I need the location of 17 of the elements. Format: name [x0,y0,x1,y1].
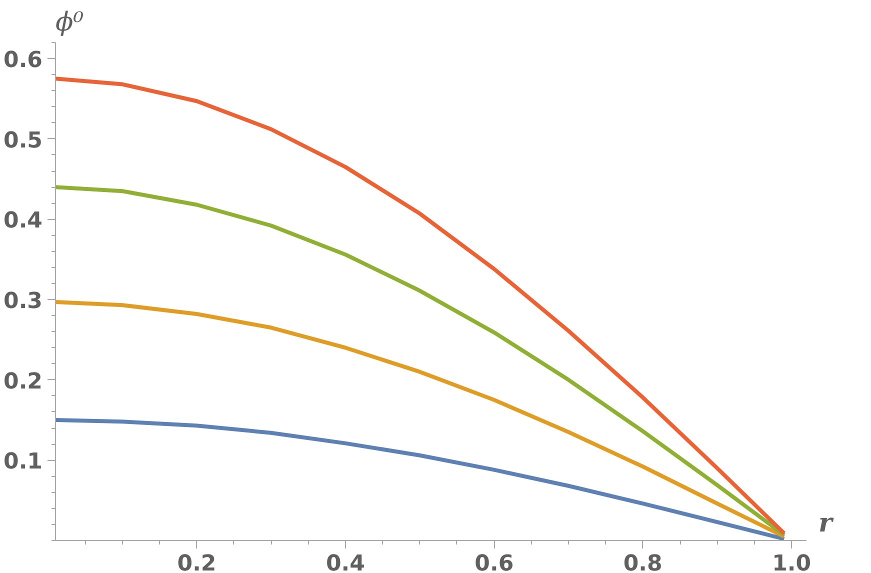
y-tick-label: 0.4 [4,208,43,234]
y-tick-label: 0.1 [4,450,43,475]
x-tick-label: 0.8 [623,552,662,573]
x-tick-label: 0.4 [326,552,365,573]
line-series [56,300,786,538]
y-tick-label: 0.3 [4,289,43,314]
x-tick-label: 0.6 [474,552,514,573]
y-axis-title: ϕ⁰ [56,8,84,38]
line-series [56,185,786,537]
y-tick-label: 0.6 [4,48,43,74]
y-tick-label: 0.2 [4,369,43,394]
x-tick-label: 0.2 [177,552,216,573]
x-tick-label: 1.0 [772,552,812,573]
line-series [56,76,786,536]
line-series [56,418,786,540]
y-tick-label: 0.5 [4,128,43,154]
x-axis-title: r [818,508,834,538]
